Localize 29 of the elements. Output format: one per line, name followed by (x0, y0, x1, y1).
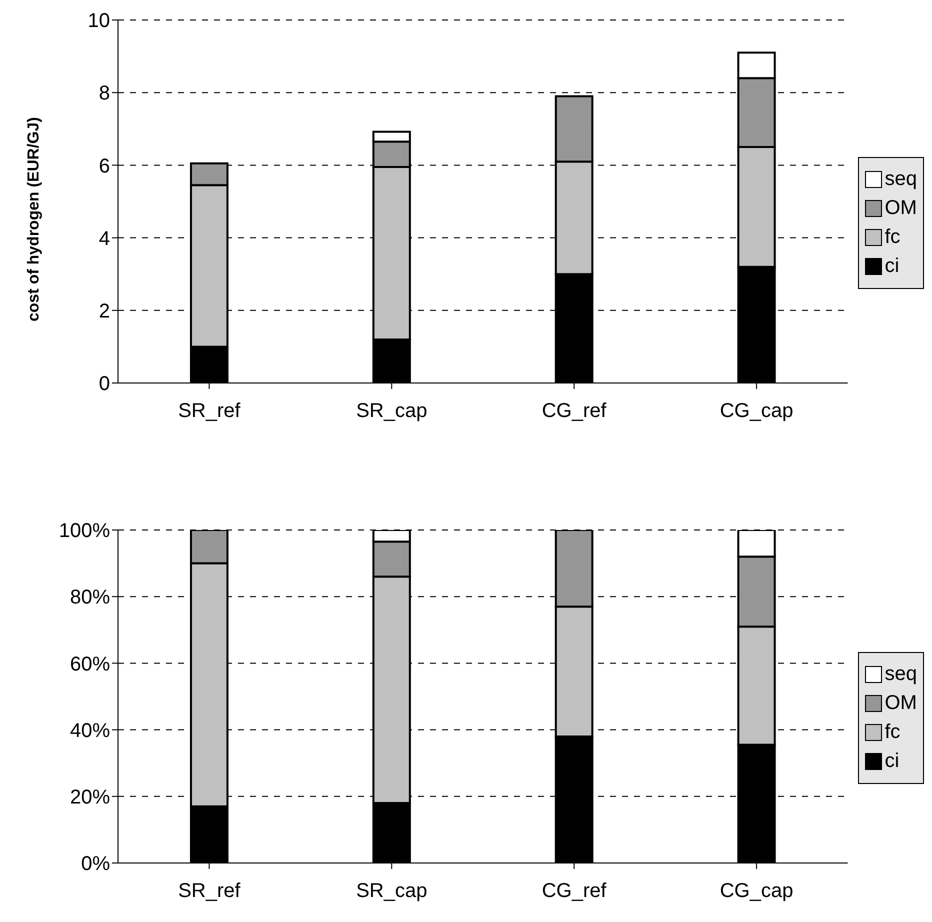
y-axis-title: cost of hydrogen (EUR/GJ) (26, 117, 43, 322)
x-tick-label: SR_ref (178, 880, 241, 902)
x-tick-label: SR_cap (356, 880, 428, 902)
y-tick-label: 20% (70, 786, 110, 808)
legend-label: OM (884, 197, 917, 220)
legend-label: fc (884, 721, 900, 744)
legend-label: fc (884, 226, 900, 249)
x-tick-label: CG_ref (542, 880, 607, 902)
y-tick-label: 8 (98, 82, 110, 105)
y-tick-label: 40% (70, 720, 110, 742)
y-tick-label: 2 (98, 300, 110, 322)
legend-label: OM (884, 692, 917, 715)
x-tick-label: CG_cap (720, 880, 794, 902)
y-tick-label: 6 (98, 155, 110, 178)
legend-label: ci (884, 255, 900, 278)
y-tick-label: 100% (58, 520, 110, 542)
legend-label: seq (884, 168, 917, 191)
legend-label: ci (884, 750, 900, 773)
y-tick-label: 0 (98, 373, 110, 396)
y-tick-label: 4 (98, 228, 110, 250)
y-tick-label: 0% (81, 853, 110, 876)
x-tick-label: SR_cap (356, 400, 428, 422)
legend-label: seq (884, 663, 917, 686)
y-tick-label: 10 (88, 10, 110, 32)
y-tick-label: 80% (70, 586, 110, 609)
x-tick-label: CG_cap (720, 400, 794, 422)
x-tick-label: SR_ref (178, 400, 241, 422)
x-tick-label: CG_ref (542, 400, 607, 422)
y-tick-label: 60% (70, 653, 110, 676)
